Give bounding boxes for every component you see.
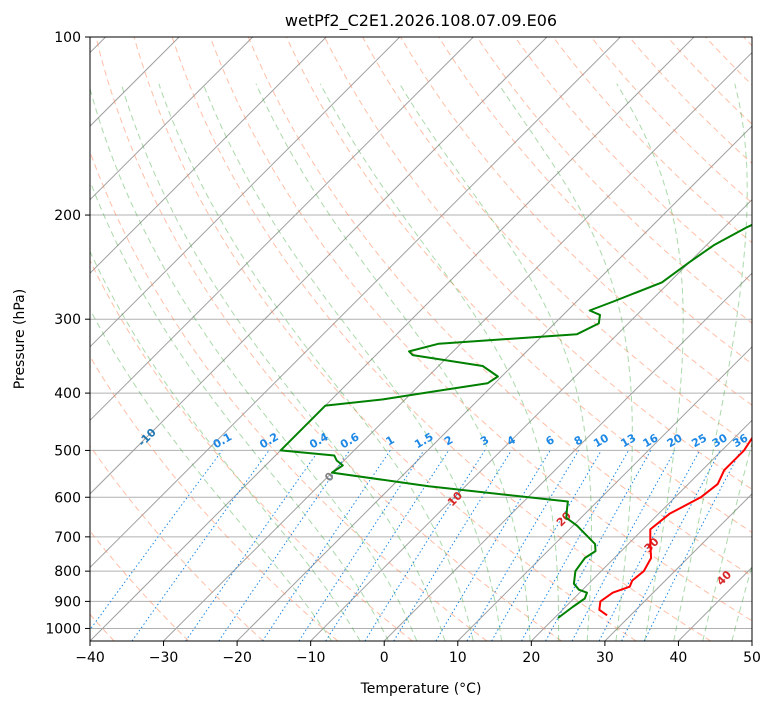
y-tick-label: 300 [54,312,81,328]
x-tick-label: 50 [743,650,761,666]
y-axis-ticks: 100 200 300 400 500 600 700 800 900 1000 [45,30,90,637]
moist-adiabat-line [255,83,531,641]
x-tick-label: −20 [222,650,252,666]
temperature-profile-line [598,436,752,617]
y-axis-label: Pressure (hPa) [12,289,28,389]
x-tick-label: 40 [670,650,688,666]
isotherm-line [163,51,752,641]
isotherm-line [604,493,752,641]
moist-adiabat-line [202,83,503,641]
dry-adiabat-line [362,37,752,448]
isotherm-line [383,272,752,641]
moist-adiabat-line [158,83,474,641]
mixing-ratio-line [218,450,351,641]
x-tick-label: −10 [296,650,326,666]
isotherm-grid [90,37,752,641]
x-tick-label: 10 [449,650,467,666]
x-tick-label: −30 [149,650,179,666]
moist-adiabat-line [616,83,684,641]
dry-adiabat-line [90,444,264,641]
x-tick-label: 30 [596,650,614,666]
dry-adiabat-line [133,37,637,641]
isotherm-line [90,37,401,348]
isotherm-line [90,37,621,569]
y-tick-label: 800 [54,564,81,580]
isotherm-line [530,419,752,641]
mixing-ratio-line [545,450,652,641]
mixing-ratio-line [298,450,425,641]
moist-adiabat-line [399,83,592,641]
x-axis-label: Temperature (°C) [360,681,482,697]
dry-adiabat-line [285,37,752,534]
dry-adiabat-line [247,37,752,577]
mixing-ratio-line [90,450,223,631]
dry-adiabat-line [209,37,752,622]
moist-adiabat-line [319,83,560,641]
isotherm-line [90,37,254,201]
moist-adiabat-line [702,440,752,641]
moist-adiabat-line [90,250,361,641]
mixing-ratio-line [185,450,320,641]
mixing-ratio-line [393,450,512,641]
isotherm-line [90,37,548,495]
mixing-ratio-line [262,450,391,641]
x-tick-label: 20 [522,650,540,666]
chart-title: wetPf2_C2E1.2026.108.07.09.E06 [285,11,557,31]
moist-adiabat-line [731,563,752,641]
x-tick-label: −40 [75,650,105,666]
y-tick-label: 900 [54,594,81,610]
y-tick-label: 200 [54,208,81,224]
dry-adiabats [90,37,752,641]
profile-series [279,223,752,619]
dry-adiabat-line [171,37,712,641]
dry-adiabat-line [438,37,752,365]
isotherm-line [457,346,752,641]
moist-adiabat-line [90,179,389,641]
mixing-ratio-line [521,450,630,641]
x-tick-label: 0 [380,650,389,666]
isotherm-line [90,37,474,422]
moist-adiabat-line [673,83,748,641]
moist-adiabat-line [90,308,333,641]
y-tick-label: 400 [54,386,81,402]
plot-frame [89,36,753,642]
isotherm-line [90,37,327,274]
isotherm-line [90,37,695,641]
y-tick-label: 100 [54,30,81,46]
moist-adiabat-line [497,83,633,641]
mixing-ratio-lines [90,450,742,641]
dry-adiabat-line [400,37,752,406]
dry-adiabat-line [590,37,752,204]
mixing-ratio-line [571,450,676,641]
y-tick-label: 600 [54,490,81,506]
y-tick-label: 1000 [45,621,81,637]
mixing-ratio-line [643,450,742,641]
y-tick-label: 700 [54,530,81,546]
dry-adiabat-line [95,37,562,641]
moist-adiabats [90,83,752,641]
moist-adiabat-line [90,86,418,641]
mixing-ratio-line [131,450,270,641]
dry-adiabat-line [552,37,752,244]
isotherm-line [236,125,752,641]
mixing-ratio-line [325,450,450,641]
dry-adiabat-line [476,37,752,324]
moist-adiabat-line [120,83,446,641]
x-axis-ticks: −40 −30 −20 −10 0 10 20 30 40 50 [75,641,761,666]
y-tick-label: 500 [54,443,81,459]
dry-adiabat-line [90,150,488,641]
dry-adiabat-line [90,259,413,641]
